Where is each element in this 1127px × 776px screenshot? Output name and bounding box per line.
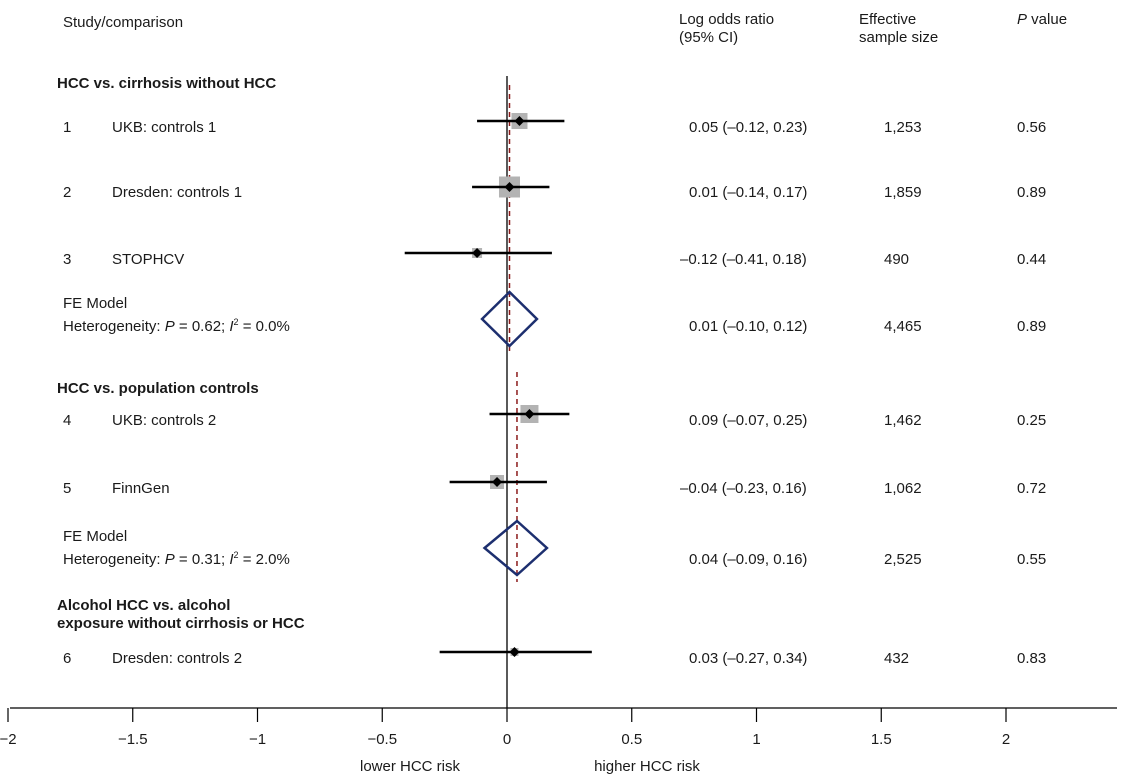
study-p-value: 0.89 — [1017, 184, 1047, 201]
het-i-value: = 2.0% — [238, 551, 290, 568]
x-axis-tick-label: 0.5 — [621, 731, 642, 748]
study-number: 2 — [63, 184, 72, 201]
fe-model-title: FE Model — [63, 528, 128, 545]
study-estimate: –0.12 (–0.41, 0.18) — [680, 251, 807, 268]
x-axis-tick-label: −0.5 — [367, 731, 397, 748]
study-number: 1 — [63, 119, 72, 136]
x-axis-tick-label: −2 — [0, 731, 17, 748]
higher-risk-label: higher HCC risk — [594, 758, 700, 775]
study-ess: 1,253 — [884, 119, 922, 136]
study-estimate: 0.03 (–0.27, 0.34) — [689, 650, 808, 667]
header-log-odds-ratio-line2: (95% CI) — [679, 29, 739, 46]
header-ess-line1: Effective — [859, 11, 917, 28]
study-name: Dresden: controls 2 — [112, 650, 243, 667]
study-p-value: 0.72 — [1017, 480, 1047, 497]
group-heading-3: Alcohol HCC vs. alcohol exposure without… — [57, 597, 305, 633]
het-prefix: Heterogeneity: — [63, 551, 165, 568]
point-estimate-marker — [514, 116, 525, 126]
x-axis-tick-label: −1.5 — [118, 731, 148, 748]
x-axis-tick-label: 0 — [503, 731, 511, 748]
het-p-value: = 0.62; — [174, 318, 230, 335]
study-estimate: 0.01 (–0.14, 0.17) — [689, 184, 808, 201]
het-i-value: = 0.0% — [238, 318, 290, 335]
study-number: 3 — [63, 251, 72, 268]
study-name: Dresden: controls 1 — [112, 184, 243, 201]
study-name: FinnGen — [112, 480, 170, 497]
fe-model-estimate: 0.01 (–0.10, 0.12) — [689, 318, 808, 335]
het-i-sup: 2 — [233, 550, 239, 560]
study-estimate: 0.05 (–0.12, 0.23) — [689, 119, 808, 136]
het-i-italic: I — [229, 318, 234, 335]
fe-model-estimate: 0.04 (–0.09, 0.16) — [689, 551, 808, 568]
het-prefix: Heterogeneity: — [63, 318, 165, 335]
fe-model-label: FE Model Heterogeneity: P = 0.31; I2 = 2… — [63, 528, 290, 569]
study-ess: 1,062 — [884, 480, 922, 497]
study-name: STOPHCV — [112, 251, 185, 268]
header-study-comparison: Study/comparison — [63, 14, 184, 31]
het-i-sup: 2 — [233, 317, 239, 327]
header-p-rest: value — [1027, 11, 1068, 28]
study-number: 6 — [63, 650, 72, 667]
header-log-odds-ratio-line1: Log odds ratio — [679, 11, 775, 28]
study-ess: 490 — [884, 251, 910, 268]
fe-model-ess: 2,525 — [884, 551, 922, 568]
study-number: 4 — [63, 412, 72, 429]
x-axis-tick-label: 1.5 — [871, 731, 892, 748]
pooled-estimate-diamond — [480, 290, 539, 348]
group-heading-3-line1: Alcohol HCC vs. alcohol — [57, 597, 231, 614]
study-ess: 432 — [884, 650, 910, 667]
study-number: 5 — [63, 480, 72, 497]
study-estimate: 0.09 (–0.07, 0.25) — [689, 412, 808, 429]
study-p-value: 0.56 — [1017, 119, 1047, 136]
study-estimate: –0.04 (–0.23, 0.16) — [680, 480, 807, 497]
fe-model-ess: 4,465 — [884, 318, 922, 335]
study-ess: 1,462 — [884, 412, 922, 429]
group-heading-1: HCC vs. cirrhosis without HCC — [57, 75, 277, 92]
fe-model-heterogeneity: Heterogeneity: P = 0.31; I2 = 2.0% — [63, 546, 290, 569]
lower-risk-label: lower HCC risk — [360, 758, 461, 775]
point-estimate-marker — [492, 477, 503, 487]
fe-model-p-value: 0.55 — [1017, 551, 1047, 568]
study-p-value: 0.25 — [1017, 412, 1047, 429]
het-p-italic: P — [164, 551, 175, 568]
fe-model-label: FE Model Heterogeneity: P = 0.62; I2 = 0… — [63, 295, 290, 336]
study-ess: 1,859 — [884, 184, 922, 201]
header-ess-line2: sample size — [859, 29, 939, 46]
group-heading-3-line2: exposure without cirrhosis or HCC — [57, 615, 305, 632]
study-name: UKB: controls 1 — [112, 119, 217, 136]
study-p-value: 0.44 — [1017, 251, 1047, 268]
point-estimate-marker — [504, 182, 515, 192]
pooled-estimate-diamond — [482, 519, 549, 577]
group-heading-2: HCC vs. population controls — [57, 380, 259, 397]
point-estimate-marker — [524, 409, 535, 419]
study-p-value: 0.83 — [1017, 650, 1047, 667]
fe-model-title: FE Model — [63, 295, 128, 312]
header-p-value: P value — [1017, 11, 1067, 29]
x-axis-tick-label: −1 — [249, 731, 266, 748]
x-axis-tick-label: 1 — [752, 731, 760, 748]
het-p-value: = 0.31; — [174, 551, 230, 568]
header-log-odds-ratio: Log odds ratio (95% CI) — [679, 11, 774, 47]
header-p-italic: P — [1017, 11, 1028, 28]
study-name: UKB: controls 2 — [112, 412, 217, 429]
point-estimate-marker — [509, 647, 520, 657]
header-effective-sample-size: Effective sample size — [859, 11, 938, 47]
point-estimate-marker — [472, 248, 483, 258]
het-p-italic: P — [164, 318, 175, 335]
fe-model-heterogeneity: Heterogeneity: P = 0.62; I2 = 0.0% — [63, 313, 290, 336]
fe-model-p-value: 0.89 — [1017, 318, 1047, 335]
x-axis-tick-label: 2 — [1002, 731, 1010, 748]
het-i-italic: I — [229, 551, 234, 568]
